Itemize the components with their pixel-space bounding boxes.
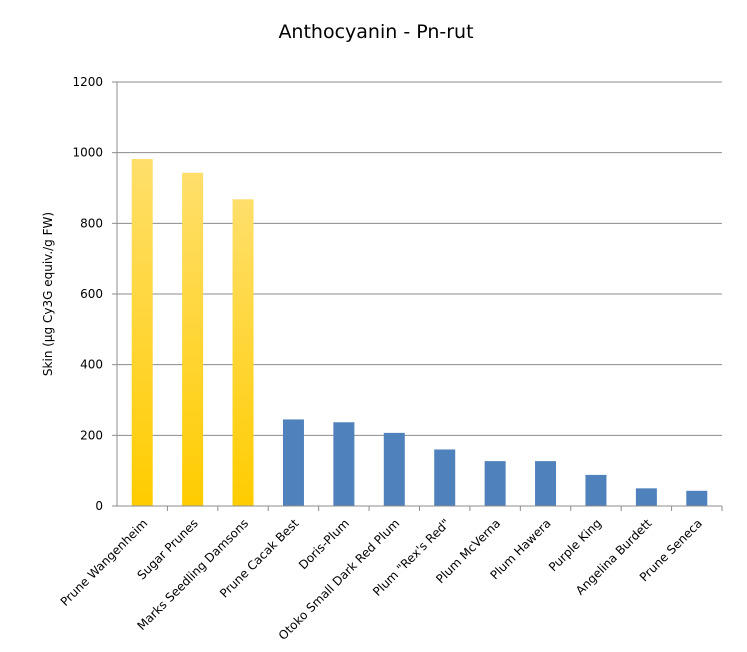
- y-axis-label: Skin (µg Cy3G equiv./g FW): [41, 212, 55, 376]
- chart-title: Anthocyanin - Pn-rut: [278, 21, 473, 43]
- y-tick-label: 0: [95, 499, 103, 513]
- bars: [131, 159, 708, 506]
- y-tick-label: 1200: [72, 75, 103, 89]
- bar: [585, 474, 607, 506]
- bar: [383, 432, 405, 506]
- bar: [484, 461, 506, 506]
- y-tick-label: 600: [80, 287, 103, 301]
- x-tick-label: Prune Wangenheim: [58, 516, 151, 609]
- y-tick-label: 400: [80, 358, 103, 372]
- bar: [232, 199, 254, 506]
- gridlines: [117, 81, 722, 436]
- bar: [686, 490, 708, 506]
- bar: [535, 461, 557, 506]
- y-axis-ticks: 0 200 400 600 800 1000 1200: [72, 75, 117, 513]
- y-tick-label: 200: [80, 428, 103, 442]
- bar: [635, 488, 657, 506]
- bar: [182, 172, 204, 506]
- y-tick-label: 800: [80, 216, 103, 230]
- bar: [282, 419, 304, 506]
- bar: [333, 422, 355, 506]
- bar: [131, 159, 153, 506]
- bar: [434, 449, 456, 506]
- y-tick-label: 1000: [72, 146, 103, 160]
